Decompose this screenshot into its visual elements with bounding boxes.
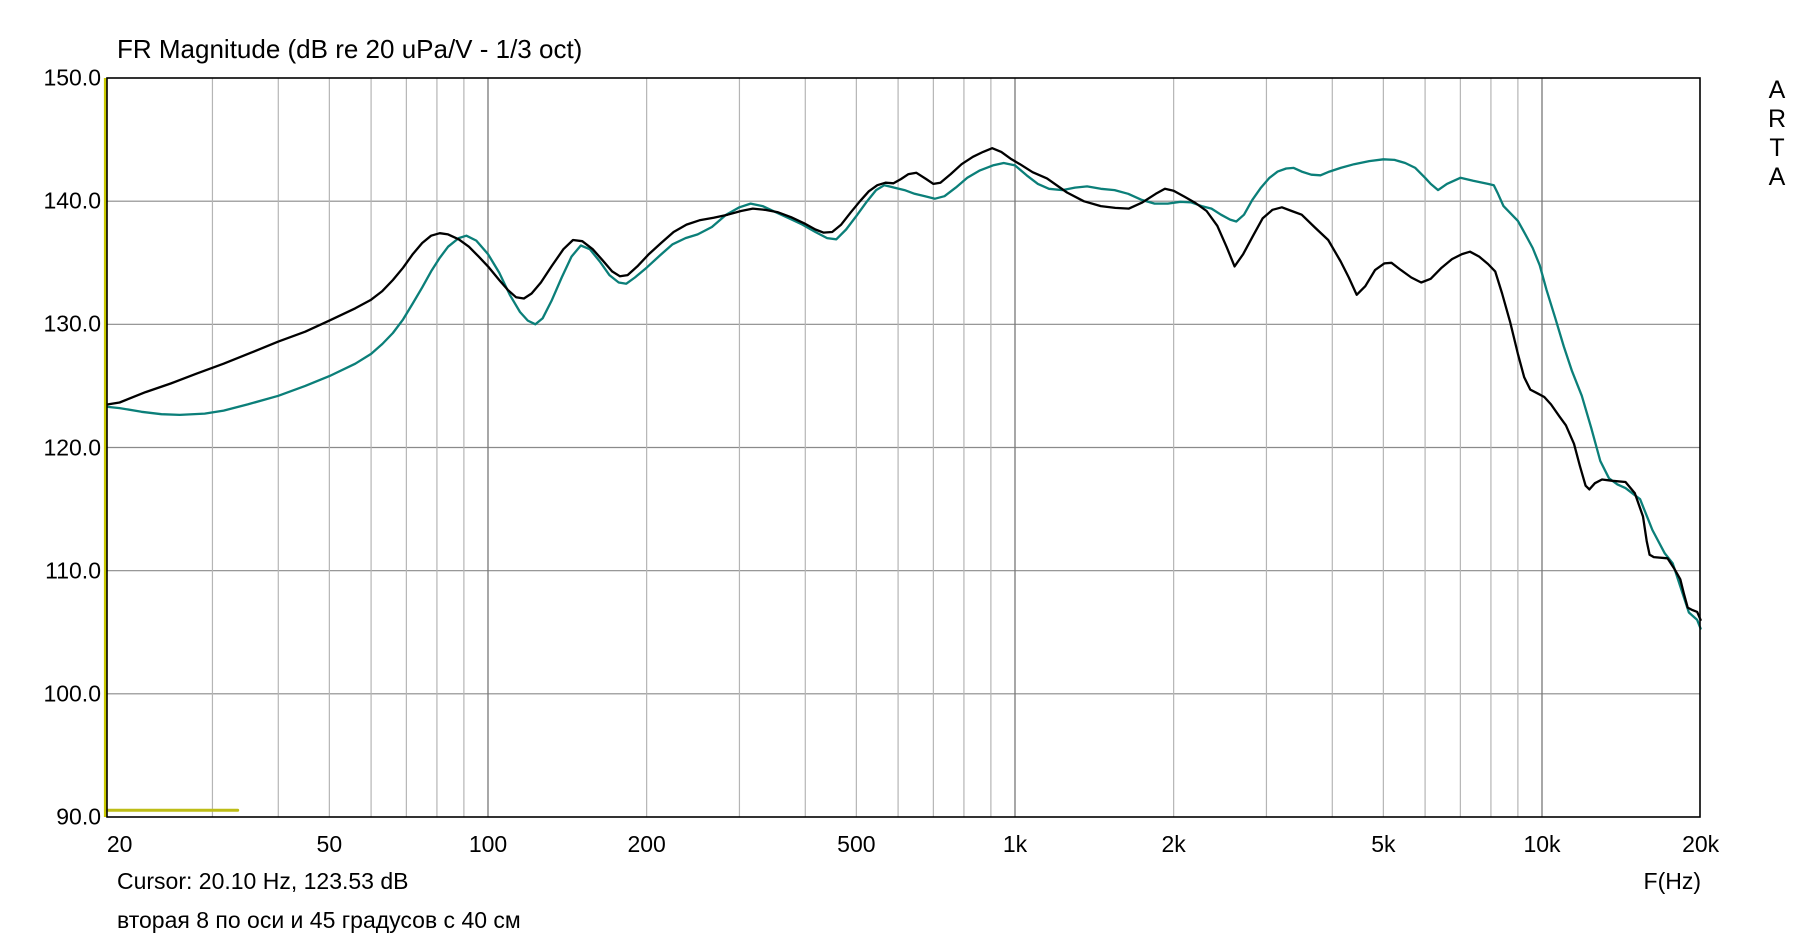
plot-border	[106, 77, 1701, 818]
x-tick-label: 500	[837, 831, 876, 857]
y-tick-label: 90.0	[56, 803, 101, 830]
x-tick-label: 20k	[1682, 831, 1720, 857]
y-tick-label: 120.0	[43, 434, 101, 460]
y-tick-label: 140.0	[43, 187, 101, 214]
y-tick-label: 110.0	[45, 557, 101, 584]
y-tick-label: 100.0	[43, 680, 101, 707]
measurement-note: вторая 8 по оси и 45 градусов с 40 см	[117, 907, 521, 933]
arta-logo-letter: T	[1769, 134, 1785, 162]
cursor-readout: Cursor: 20.10 Hz, 123.53 dB	[117, 868, 409, 894]
x-tick-label: 2k	[1161, 831, 1186, 857]
x-tick-label: 10k	[1523, 831, 1561, 857]
curve-black	[106, 147, 1702, 622]
x-tick-label: 100	[468, 831, 508, 857]
x-tick-label: 1k	[1002, 831, 1028, 857]
y-tick-label: 150.0	[43, 64, 101, 91]
x-tick-label: 200	[627, 831, 666, 857]
arta-logo-letter: R	[1767, 105, 1787, 133]
x-tick-label: 5k	[1371, 831, 1396, 857]
x-tick-label: 20	[106, 831, 133, 857]
arta-logo-letter: A	[1768, 76, 1786, 104]
plot-border-rect	[106, 77, 1701, 818]
vertical-gridlines	[211, 78, 1543, 817]
response-curves	[105, 147, 1702, 812]
chart-title: FR Magnitude (dB re 20 uPa/V - 1/3 oct)	[117, 34, 583, 64]
curve-teal	[106, 158, 1702, 630]
horizontal-gridlines	[107, 200, 1700, 695]
frequency-axis-label: F(Hz)	[1643, 868, 1701, 894]
arta-logo: A R T A	[1760, 76, 1794, 192]
x-tick-label: 50	[316, 831, 343, 857]
y-tick-label: 130.0	[43, 310, 101, 337]
arta-logo-letter: A	[1768, 163, 1786, 191]
